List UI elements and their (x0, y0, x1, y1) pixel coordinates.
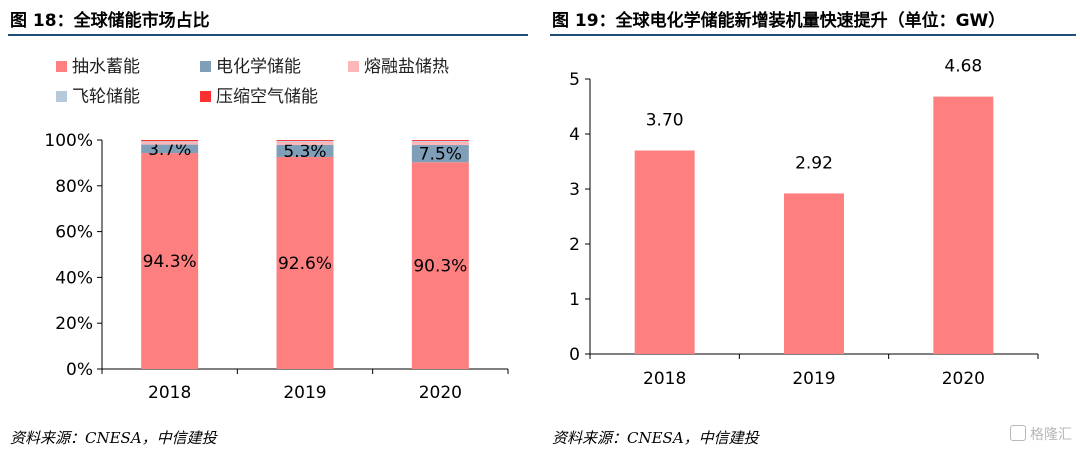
y-tick-label: 40% (55, 268, 93, 288)
bar-segment-2019-s3 (276, 141, 334, 145)
bar-segment-2019-s2 (276, 144, 334, 157)
legend-label-5: 压缩空气储能 (216, 87, 318, 107)
y-tick-label: 0% (66, 360, 93, 380)
y-tick-label: 20% (55, 314, 93, 334)
legend-label-3: 熔融盐储热 (364, 57, 449, 77)
legend-swatch-3 (348, 61, 359, 72)
y-tick-label: 4 (569, 125, 580, 145)
y-tick-label: 2 (569, 235, 580, 255)
legend-label-2: 电化学储能 (216, 57, 301, 77)
watermark-text: 格隆汇 (1030, 427, 1072, 443)
bar-2019 (784, 193, 844, 354)
bar-segment-2020-s4 (411, 140, 469, 142)
bar-2020 (933, 96, 994, 354)
bar-segment-2018-s1 (141, 153, 199, 369)
bar-segment-2018-s5 (141, 140, 199, 142)
legend-swatch-5 (200, 91, 211, 102)
bar-segment-2020-s2 (411, 145, 469, 163)
data-label-2019-s2: 5.3% (283, 142, 326, 162)
watermark: 格隆汇 (1010, 424, 1072, 444)
capacity-bar-chart: 0 1 2 3 4 5 3.70 2018 2.92 2019 4.68 2020 (569, 57, 1039, 389)
bar-segment-2020-s1 (411, 162, 469, 369)
data-label-2020-s1: 90.3% (413, 257, 467, 277)
figure-18-title: 图 18：全球储能市场占比 (10, 11, 210, 31)
data-label-2018: 3.70 (646, 111, 684, 131)
bar-segment-2019-s5 (276, 140, 334, 141)
data-label-2019-s1: 92.6% (278, 254, 332, 274)
y-tick-label: 3 (569, 180, 580, 200)
legend-swatch-1 (56, 61, 67, 72)
bar-segment-2018-s3 (141, 141, 199, 145)
bar-2018 (634, 150, 695, 354)
figure-19-title: 图 19：全球电化学储能新增装机量快速提升（单位：GW） (552, 11, 1006, 31)
figure-18-title-rule (8, 34, 528, 36)
bar-segment-2019-s4 (276, 140, 334, 142)
bar-segment-2018-s4 (141, 141, 199, 142)
bar-segment-2019-s1 (276, 156, 334, 369)
data-label-2018-s1: 94.3% (143, 252, 197, 272)
y-tick-label: 60% (55, 223, 93, 243)
x-tick-label: 2020 (419, 383, 462, 403)
figure-19-panel: 图 19：全球电化学储能新增装机量快速提升（单位：GW） 0 1 2 3 4 5 3.70 2… (542, 0, 1080, 453)
y-tick-label: 100% (44, 131, 93, 151)
data-label-2020: 4.68 (944, 57, 982, 77)
watermark-logo-icon (1010, 425, 1026, 441)
x-tick-label: 2018 (643, 369, 686, 389)
figure-19-source: 资料来源：CNESA，中信建投 (552, 429, 759, 447)
bar-segment-2020-s3 (411, 141, 469, 146)
x-tick-label: 2019 (792, 369, 835, 389)
y-tick-label: 0 (569, 345, 580, 365)
legend-label-1: 抽水蓄能 (72, 57, 140, 77)
data-label-2019: 2.92 (795, 153, 833, 173)
x-tick-label: 2020 (942, 369, 985, 389)
x-tick-label: 2018 (148, 383, 191, 403)
x-tick-label: 2019 (283, 383, 326, 403)
bar-segment-2020-s5 (411, 140, 469, 141)
figure-18-source: 资料来源：CNESA，中信建投 (10, 429, 217, 447)
bar-segment-2018-s2 (141, 144, 199, 154)
y-tick-label: 5 (569, 70, 580, 90)
data-label-2018-s2: 3.7% (148, 140, 191, 160)
y-tick-label: 80% (55, 177, 93, 197)
legend-swatch-2 (200, 61, 211, 72)
y-tick-label: 1 (569, 290, 580, 310)
figure-19-title-rule (550, 34, 1076, 36)
legend-label-4: 飞轮储能 (72, 87, 140, 107)
data-label-2020-s2: 7.5% (419, 145, 462, 165)
legend-swatch-4 (56, 91, 67, 102)
figure-18-panel: 图 18：全球储能市场占比 抽水蓄能 电化学储能 熔融盐储热飞轮储能 压缩空气储能 0%… (0, 0, 532, 453)
